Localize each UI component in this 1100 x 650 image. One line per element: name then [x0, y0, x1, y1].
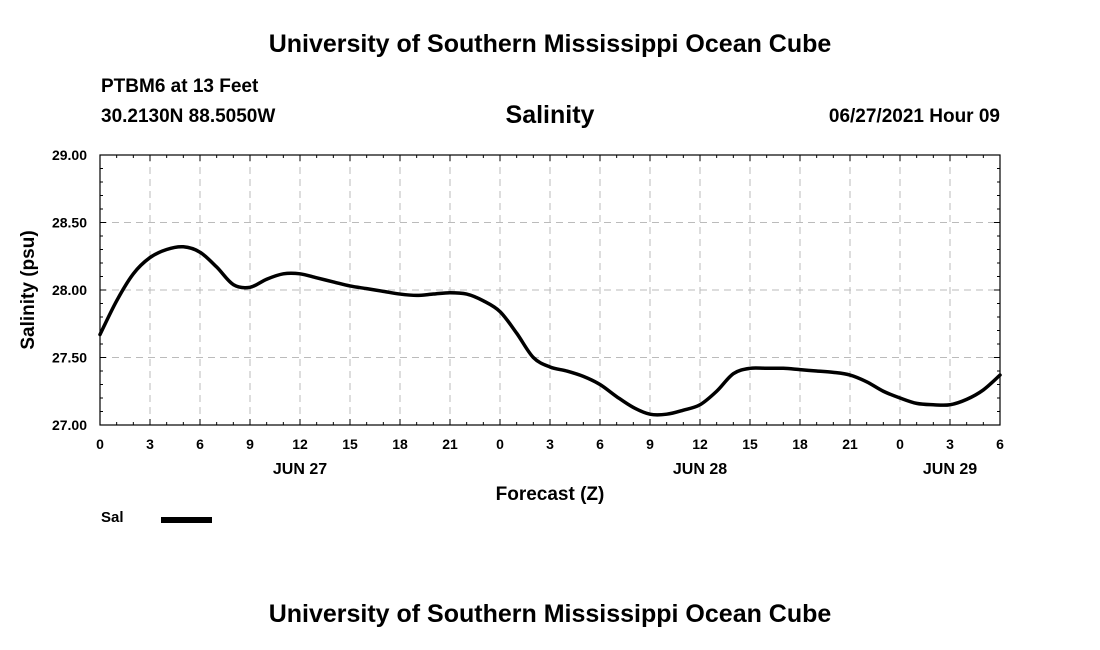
x-tick-label: 6 [996, 436, 1004, 452]
x-tick-label: 6 [596, 436, 604, 452]
x-axis-label: Forecast (Z) [496, 484, 605, 505]
y-tick-label: 27.00 [52, 417, 87, 433]
header-title: University of Southern Mississippi Ocean… [268, 30, 832, 58]
station-coordinates: 30.2130N 88.5050W [101, 106, 276, 127]
x-tick-label: 0 [496, 436, 504, 452]
x-tick-label: 12 [292, 436, 308, 452]
x-tick-label: 9 [246, 436, 254, 452]
x-tick-label: 9 [646, 436, 654, 452]
day-label: JUN 29 [923, 461, 977, 478]
x-tick-label: 18 [792, 436, 808, 452]
forecast-datetime: 06/27/2021 Hour 09 [828, 106, 1000, 127]
x-tick-label: 3 [546, 436, 554, 452]
x-tick-label: 18 [392, 436, 408, 452]
legend-swatch [161, 517, 212, 523]
grid-layer [100, 155, 1000, 425]
x-tick-label: 15 [742, 436, 758, 452]
series-line-sal [98, 244, 1002, 417]
x-tick-label: 6 [196, 436, 204, 452]
legend-label: Sal [101, 509, 124, 526]
series-layer [98, 244, 1002, 417]
axis-layer: 0 3 6 9 12 15 18 21 0 3 6 9 12 15 18 21 0 3 6 JUN 27 JUN 28 J… [52, 147, 1004, 478]
footer-title: University of Southern Mississippi Ocean… [268, 600, 832, 628]
x-tick-label: 3 [146, 436, 154, 452]
x-tick-label: 3 [946, 436, 954, 452]
x-tick-label: 21 [442, 436, 458, 452]
x-tick-label: 15 [342, 436, 358, 452]
y-tick-label: 28.50 [52, 215, 87, 231]
y-axis-label: Salinity (psu) [18, 230, 39, 349]
y-tick-label: 27.50 [52, 350, 87, 366]
x-tick-label: 21 [842, 436, 858, 452]
y-tick-label: 29.00 [52, 147, 87, 163]
x-tick-label: 0 [96, 436, 104, 452]
y-tick-label: 28.00 [52, 282, 87, 298]
variable-title: Salinity [505, 101, 595, 129]
x-tick-label: 12 [692, 436, 708, 452]
day-label: JUN 28 [673, 461, 727, 478]
x-tick-label: 0 [896, 436, 904, 452]
station-label: PTBM6 at 13 Feet [101, 76, 259, 97]
day-label: JUN 27 [273, 461, 327, 478]
